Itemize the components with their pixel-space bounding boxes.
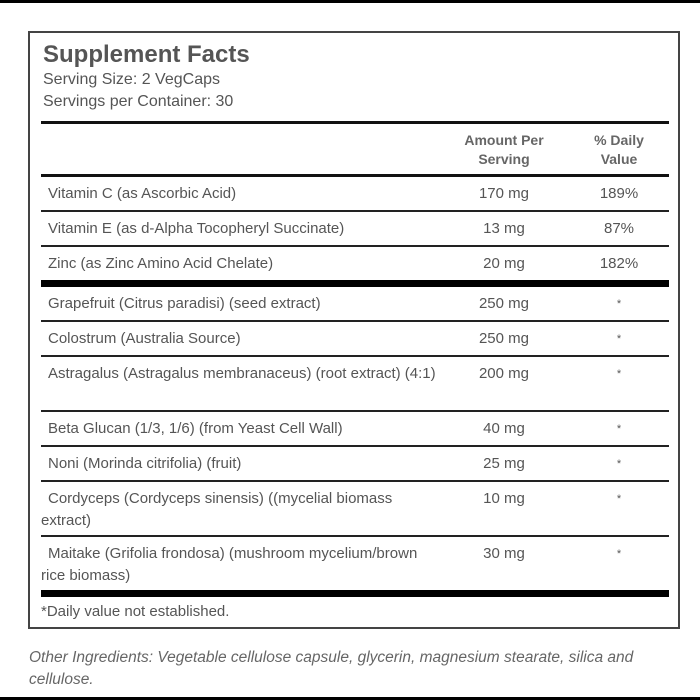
divider (41, 480, 669, 482)
table-row: Maitake (Grifolia frondosa) (mushroom my… (41, 537, 669, 590)
header-dv-line2: Value (600, 151, 638, 167)
ingredient-dv: * (616, 548, 622, 560)
divider (41, 174, 669, 177)
table-row: Grapefruit (Citrus paradisi) (seed extra… (41, 287, 669, 320)
header-daily-value: % Daily Value (569, 124, 669, 174)
table-row: Vitamin C (as Ascorbic Acid) 170 mg 189% (41, 177, 669, 210)
ingredient-dv: * (616, 298, 622, 310)
ingredient-amount: 10 mg (483, 490, 525, 507)
ingredient-dv: * (616, 458, 622, 470)
divider (41, 445, 669, 447)
divider (41, 121, 669, 124)
nutrient-amount: 13 mg (483, 220, 525, 237)
ingredient-name: Astragalus (Astragalus membranaceus) (ro… (48, 365, 436, 382)
table-row: Colostrum (Australia Source) 250 mg * (41, 322, 669, 355)
ingredient-dv: * (616, 493, 622, 505)
table-row: Noni (Morinda citrifolia) (fruit) 25 mg … (41, 447, 669, 480)
nutrient-dv: 189% (599, 185, 639, 202)
ingredient-dv: * (616, 333, 622, 345)
ingredient-name: Noni (Morinda citrifolia) (fruit) (48, 455, 242, 472)
panel-title: Supplement Facts (43, 41, 250, 68)
ingredient-amount: 250 mg (478, 330, 530, 347)
header-amount-line2: Serving (478, 151, 530, 167)
servings-per-container: Servings per Container: 30 (43, 93, 234, 110)
table-row: Astragalus (Astragalus membranaceus) (ro… (41, 357, 669, 410)
nutrient-name: Vitamin C (as Ascorbic Acid) (48, 185, 237, 202)
ingredient-name: Colostrum (Australia Source) (48, 330, 241, 347)
ingredient-name: Beta Glucan (1/3, 1/6) (from Yeast Cell … (48, 420, 343, 437)
table-row: Zinc (as Zinc Amino Acid Chelate) 20 mg … (41, 247, 669, 280)
nutrient-amount: 20 mg (483, 255, 525, 272)
ingredient-name: Maitake (Grifolia frondosa) (mushroom my… (41, 545, 418, 584)
header-dv-line1: % Daily (594, 132, 644, 148)
nutrient-amount: 170 mg (478, 185, 530, 202)
ingredient-name: Cordyceps (Cordyceps sinensis) ((mycelia… (41, 490, 393, 529)
divider (41, 320, 669, 322)
divider (41, 245, 669, 247)
nutrient-name: Zinc (as Zinc Amino Acid Chelate) (48, 255, 274, 272)
header-amount-line1: Amount Per (464, 132, 544, 148)
nutrient-dv: 87% (603, 220, 635, 237)
table-row: Beta Glucan (1/3, 1/6) (from Yeast Cell … (41, 412, 669, 445)
divider (41, 535, 669, 537)
top-border-bar (0, 0, 700, 3)
table-header-row: Amount Per Serving % Daily Value (41, 124, 669, 174)
bottom-border-bar (0, 697, 700, 700)
ingredient-amount: 250 mg (478, 295, 530, 312)
nutrient-dv: 182% (599, 255, 639, 272)
serving-size: Serving Size: 2 VegCaps (43, 71, 220, 88)
thick-divider (41, 280, 669, 287)
divider (41, 410, 669, 412)
ingredient-dv: * (616, 368, 622, 380)
header-name-col (41, 124, 439, 174)
ingredient-name: Grapefruit (Citrus paradisi) (seed extra… (48, 295, 321, 312)
divider (41, 210, 669, 212)
ingredient-amount: 30 mg (483, 545, 525, 562)
header-amount: Amount Per Serving (439, 124, 569, 174)
table-row: Vitamin E (as d-Alpha Tocopheryl Succina… (41, 212, 669, 245)
thick-divider (41, 590, 669, 597)
supplement-facts-panel: Supplement Facts Serving Size: 2 VegCaps… (28, 31, 680, 629)
nutrient-name: Vitamin E (as d-Alpha Tocopheryl Succina… (48, 220, 345, 237)
facts-table: Amount Per Serving % Daily Value Vitamin… (41, 121, 669, 620)
ingredient-amount: 40 mg (483, 420, 525, 437)
divider (41, 355, 669, 357)
ingredient-amount: 25 mg (483, 455, 525, 472)
ingredient-dv: * (616, 423, 622, 435)
other-ingredients: Other Ingredients: Vegetable cellulose c… (29, 649, 634, 688)
daily-value-footnote: *Daily value not established. (41, 603, 230, 620)
ingredient-amount: 200 mg (478, 365, 530, 382)
table-row: Cordyceps (Cordyceps sinensis) ((mycelia… (41, 482, 669, 535)
